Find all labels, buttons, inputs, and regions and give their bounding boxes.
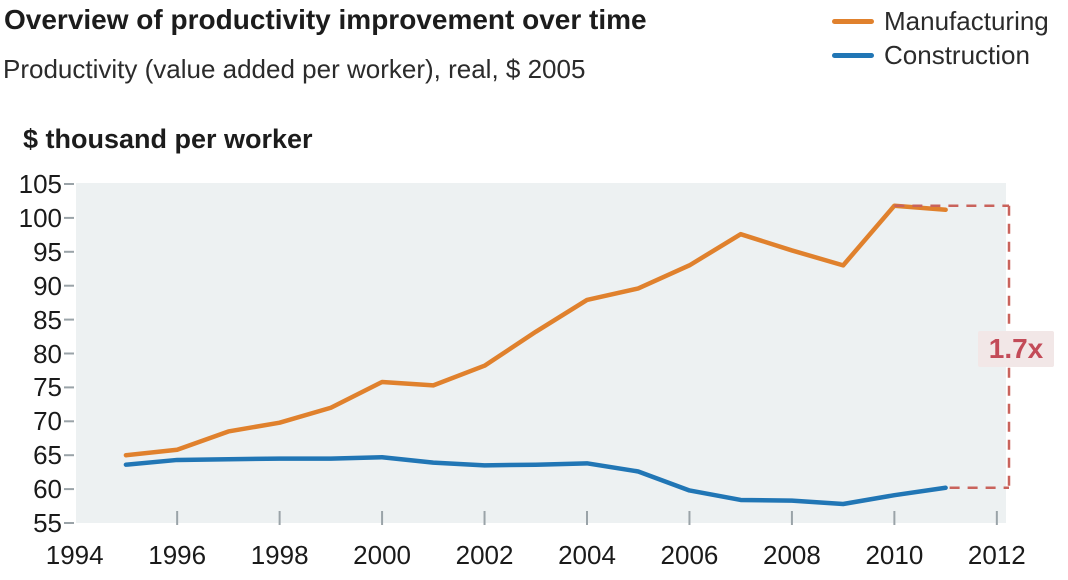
y-tick-label: 55 bbox=[33, 508, 62, 538]
construction-line bbox=[123, 454, 948, 507]
legend-item-manufacturing: Manufacturing bbox=[832, 4, 1049, 38]
x-tick-label: 2006 bbox=[660, 540, 719, 570]
x-tick-label: 1996 bbox=[148, 540, 207, 570]
y-axis-caption: $ thousand per worker bbox=[23, 124, 313, 154]
legend-label-manufacturing: Manufacturing bbox=[884, 5, 1049, 36]
x-tick-label: 2004 bbox=[558, 540, 616, 570]
chart-subtitle: Productivity (value added per worker), r… bbox=[3, 54, 586, 84]
chart-title: Overview of productivity improvement ove… bbox=[4, 4, 647, 35]
x-tick-label: 2012 bbox=[967, 540, 1026, 570]
manufacturing-line-swatch bbox=[832, 18, 874, 24]
y-tick-label: 75 bbox=[33, 372, 62, 403]
plot-background bbox=[76, 183, 1006, 523]
x-tick-label: 1994 bbox=[45, 540, 104, 570]
legend-label-construction: Construction bbox=[884, 39, 1030, 70]
y-tick-label: 90 bbox=[33, 270, 62, 301]
x-tick-label: 2010 bbox=[865, 540, 924, 570]
y-tick-label: 105 bbox=[18, 169, 62, 199]
y-tick-label: 70 bbox=[33, 406, 62, 437]
chart-legend: Manufacturing Construction bbox=[832, 4, 1049, 72]
x-tick-label: 2000 bbox=[353, 540, 411, 570]
y-tick-label: 80 bbox=[33, 338, 62, 369]
y-tick-label: 100 bbox=[18, 202, 62, 233]
manufacturing-line bbox=[123, 203, 948, 458]
x-tick-label: 1998 bbox=[250, 540, 309, 570]
x-tick-label: 2008 bbox=[762, 540, 821, 570]
y-tick-label: 95 bbox=[33, 236, 62, 267]
legend-item-construction: Construction bbox=[832, 38, 1049, 72]
y-tick-label: 65 bbox=[33, 440, 62, 471]
y-tick-label: 85 bbox=[33, 304, 62, 335]
x-tick-label: 2002 bbox=[455, 540, 514, 570]
y-tick-label: 60 bbox=[33, 474, 62, 505]
construction-line-swatch bbox=[832, 52, 874, 58]
ratio-annotation-badge: 1.7x bbox=[978, 331, 1054, 367]
